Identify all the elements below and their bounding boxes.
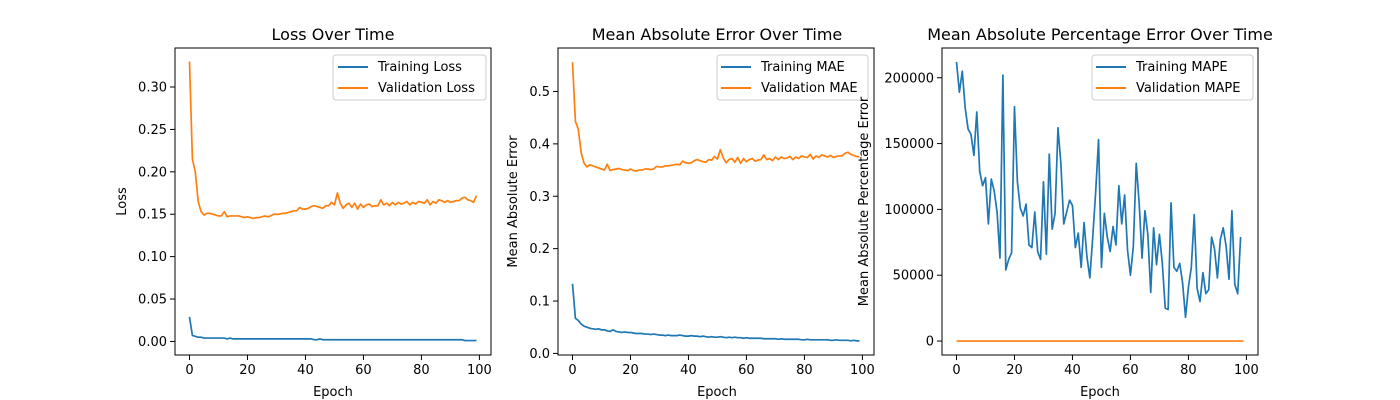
series-line-validation-mae xyxy=(571,62,860,172)
y-tick-label: 0.3 xyxy=(529,190,550,205)
legend-label-validation-mae: Validation MAE xyxy=(761,81,858,96)
x-tick-label: 100 xyxy=(850,363,875,378)
series-lines xyxy=(955,61,1244,342)
series-lines xyxy=(571,62,860,342)
y-tick-label: 0.5 xyxy=(529,85,550,100)
x-tick-label: 80 xyxy=(796,363,813,378)
y-tick-label: 0.10 xyxy=(138,250,167,265)
y-tick-label: 0.2 xyxy=(529,242,550,257)
chart-title: Mean Absolute Percentage Error Over Time xyxy=(927,25,1273,44)
x-tick-label: 60 xyxy=(738,363,755,378)
x-tick-label: 20 xyxy=(239,363,256,378)
legend-box xyxy=(716,54,869,101)
y-axis-label: Mean Absolute Error xyxy=(506,135,521,268)
x-tick-label: 20 xyxy=(622,363,639,378)
y-tick-label: 0 xyxy=(926,335,934,350)
legend-box xyxy=(332,54,487,101)
x-axis: 0 20 40 60 80 100 xyxy=(185,355,492,378)
series-lines xyxy=(188,61,478,342)
x-tick-label: 40 xyxy=(1064,363,1081,378)
legend-label-validation-mape: Validation MAPE xyxy=(1136,81,1241,96)
x-tick-label: 0 xyxy=(568,363,576,378)
x-tick-label: 0 xyxy=(185,363,193,378)
legend-label-training-mae: Training MAE xyxy=(760,60,845,75)
x-axis-label: Epoch xyxy=(697,385,737,400)
x-axis-label: Epoch xyxy=(313,385,353,400)
y-tick-label: 0.0 xyxy=(529,347,550,362)
y-axis: 0.0 0.1 0.2 0.3 0.4 0.5 xyxy=(529,85,558,362)
legend: Training MAE Validation MAE xyxy=(716,54,869,101)
x-tick-label: 100 xyxy=(1234,363,1259,378)
y-tick-label: 0.4 xyxy=(529,137,550,152)
mape-chart: Mean Absolute Percentage Error Over Time… xyxy=(857,25,1273,400)
legend: Training Loss Validation Loss xyxy=(332,54,487,101)
y-tick-label: 0.1 xyxy=(529,295,550,310)
x-tick-label: 100 xyxy=(467,363,492,378)
x-axis-label: Epoch xyxy=(1080,385,1120,400)
x-tick-label: 80 xyxy=(1180,363,1197,378)
x-tick-label: 0 xyxy=(952,363,960,378)
chart-title: Loss Over Time xyxy=(272,25,395,44)
x-tick-label: 20 xyxy=(1006,363,1023,378)
x-axis: 0 20 40 60 80 100 xyxy=(952,355,1259,378)
x-tick-label: 80 xyxy=(413,363,430,378)
y-axis: 0.00 0.05 0.10 0.15 0.20 0.25 0.30 xyxy=(138,81,175,350)
y-tick-label: 0.20 xyxy=(138,165,167,180)
mae-chart: Mean Absolute Error Over Time 0 20 40 60 80 1… xyxy=(506,25,875,400)
chart-title: Mean Absolute Error Over Time xyxy=(592,25,843,44)
y-tick-label: 150000 xyxy=(884,137,934,152)
y-axis-label: Mean Absolute Percentage Error xyxy=(857,96,872,306)
y-tick-label: 50000 xyxy=(893,269,934,284)
y-tick-label: 0.00 xyxy=(138,335,167,350)
y-tick-label: 0.30 xyxy=(138,81,167,96)
y-axis: 0 50000 100000 150000 200000 xyxy=(884,71,942,350)
series-line-training-loss xyxy=(188,316,477,342)
y-tick-label: 0.25 xyxy=(138,123,167,138)
x-tick-label: 60 xyxy=(355,363,372,378)
legend-label-training-loss: Training Loss xyxy=(377,60,462,75)
legend: Training MAPE Validation MAPE xyxy=(1091,54,1254,101)
legend-box xyxy=(1091,54,1254,101)
legend-label-training-mape: Training MAPE xyxy=(1135,60,1228,75)
y-tick-label: 100000 xyxy=(884,203,934,218)
x-tick-label: 60 xyxy=(1122,363,1139,378)
y-tick-label: 0.05 xyxy=(138,293,167,308)
x-axis: 0 20 40 60 80 100 xyxy=(568,355,875,378)
legend-label-validation-loss: Validation Loss xyxy=(378,81,475,96)
y-tick-label: 0.15 xyxy=(138,208,167,223)
loss-chart: Loss Over Time 0 20 40 60 80 100 0.00 0.05 0.10… xyxy=(115,25,492,400)
y-axis-label: Loss xyxy=(115,187,130,216)
series-line-validation-loss xyxy=(188,61,478,220)
y-tick-label: 200000 xyxy=(884,71,934,86)
x-tick-label: 40 xyxy=(297,363,314,378)
series-line-training-mape xyxy=(955,61,1242,319)
x-tick-label: 40 xyxy=(680,363,697,378)
series-line-training-mae xyxy=(571,283,860,342)
